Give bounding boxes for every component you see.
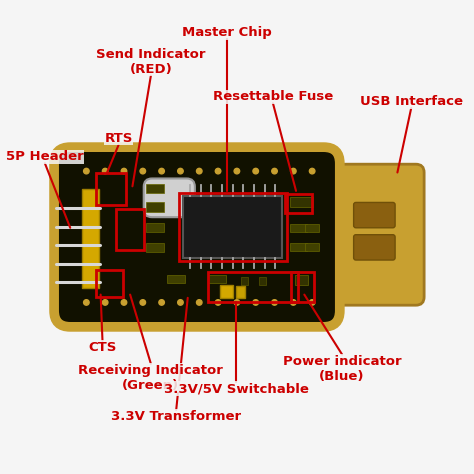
Circle shape xyxy=(121,168,127,174)
Circle shape xyxy=(140,168,146,174)
Bar xyxy=(209,275,226,283)
Text: Send Indicator
(RED): Send Indicator (RED) xyxy=(96,48,206,76)
Circle shape xyxy=(159,168,164,174)
Text: RTS: RTS xyxy=(104,132,133,145)
Bar xyxy=(236,286,246,298)
Text: 3.3V/5V Switchable: 3.3V/5V Switchable xyxy=(164,382,309,395)
FancyBboxPatch shape xyxy=(288,164,424,305)
Circle shape xyxy=(310,168,315,174)
Bar xyxy=(284,194,312,212)
Circle shape xyxy=(159,300,164,305)
Bar xyxy=(116,210,144,250)
Circle shape xyxy=(291,300,296,305)
Circle shape xyxy=(121,300,127,305)
Bar xyxy=(146,184,164,193)
Circle shape xyxy=(197,168,202,174)
Bar xyxy=(96,270,123,297)
Bar xyxy=(82,189,99,288)
Circle shape xyxy=(253,168,258,174)
Circle shape xyxy=(253,300,258,305)
Bar xyxy=(96,173,126,205)
Circle shape xyxy=(272,300,277,305)
Text: USB Interface: USB Interface xyxy=(360,95,463,108)
Bar xyxy=(179,193,287,262)
Circle shape xyxy=(291,168,296,174)
FancyBboxPatch shape xyxy=(54,147,340,327)
Circle shape xyxy=(310,300,315,305)
Text: Power indicator
(Blue): Power indicator (Blue) xyxy=(283,355,401,383)
Bar xyxy=(292,273,314,302)
FancyBboxPatch shape xyxy=(354,235,395,260)
Bar xyxy=(290,197,313,207)
FancyBboxPatch shape xyxy=(354,202,395,228)
Text: Receiving Indicator
(Green): Receiving Indicator (Green) xyxy=(78,364,223,392)
Text: Resettable Fuse: Resettable Fuse xyxy=(213,91,333,103)
Circle shape xyxy=(215,300,221,305)
Bar xyxy=(259,277,266,285)
Circle shape xyxy=(234,300,240,305)
Circle shape xyxy=(234,168,240,174)
Bar xyxy=(183,196,282,258)
Circle shape xyxy=(102,300,108,305)
Circle shape xyxy=(197,300,202,305)
Bar xyxy=(305,224,319,232)
Circle shape xyxy=(83,168,89,174)
Bar xyxy=(290,243,307,251)
Bar xyxy=(220,285,233,298)
Circle shape xyxy=(102,168,108,174)
Bar xyxy=(295,275,309,285)
Circle shape xyxy=(272,168,277,174)
Bar xyxy=(305,243,319,251)
Circle shape xyxy=(178,168,183,174)
Circle shape xyxy=(178,300,183,305)
Text: CTS: CTS xyxy=(88,341,117,354)
Circle shape xyxy=(140,300,146,305)
Text: 5P Header: 5P Header xyxy=(6,150,84,163)
Bar xyxy=(209,273,298,302)
Text: Master Chip: Master Chip xyxy=(182,26,272,39)
Circle shape xyxy=(83,300,89,305)
Bar xyxy=(241,277,247,285)
Bar xyxy=(146,202,164,212)
Circle shape xyxy=(215,168,221,174)
FancyBboxPatch shape xyxy=(144,179,195,217)
Bar xyxy=(290,224,307,232)
Text: 3.3V Transformer: 3.3V Transformer xyxy=(111,410,241,423)
Bar xyxy=(146,223,164,232)
Bar xyxy=(167,275,184,283)
Bar xyxy=(146,243,164,252)
